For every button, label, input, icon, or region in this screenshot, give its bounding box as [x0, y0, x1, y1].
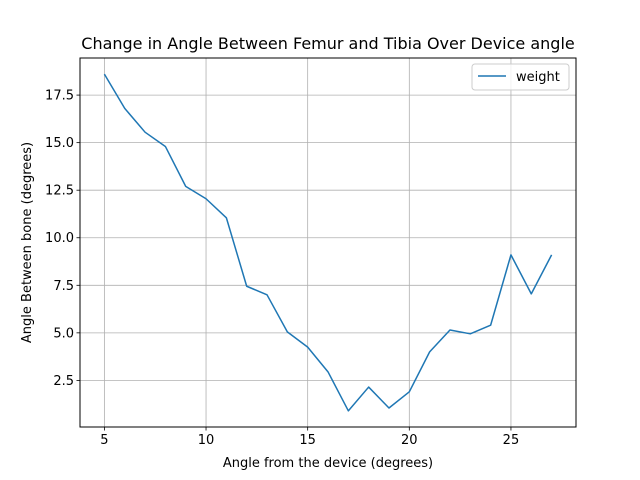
y-tick-label: 10.0	[45, 231, 74, 246]
y-tick-label: 15.0	[45, 136, 74, 151]
y-tick-label: 7.5	[53, 279, 74, 294]
x-tick-label: 20	[401, 433, 418, 448]
x-axis-ticks: 5 10 15 20 25	[100, 427, 519, 448]
chart-title: Change in Angle Between Femur and Tibia …	[81, 34, 574, 53]
legend-box	[471, 63, 570, 91]
x-tick-label: 5	[100, 433, 108, 448]
y-tick-label: 12.5	[45, 184, 74, 199]
legend: weight	[471, 63, 570, 91]
y-axis-ticks: 2.5 5.0 7.5 10.0 12.5 15.0 17.5	[45, 89, 80, 389]
x-tick-label: 15	[299, 433, 316, 448]
y-tick-label: 17.5	[45, 89, 74, 104]
series-layer	[103, 73, 553, 412]
y-tick-label: 2.5	[53, 374, 74, 389]
grid-lines	[80, 58, 576, 427]
legend-label-weight: weight	[516, 70, 560, 85]
series-line-weight	[103, 73, 553, 412]
y-tick-label: 5.0	[53, 326, 74, 341]
x-tick-label: 25	[503, 433, 520, 448]
x-axis-label: Angle from the device (degrees)	[223, 456, 433, 471]
x-tick-label: 10	[198, 433, 215, 448]
plot-area-frame	[79, 57, 577, 428]
y-axis-label: Angle Between bone (degrees)	[20, 142, 35, 343]
